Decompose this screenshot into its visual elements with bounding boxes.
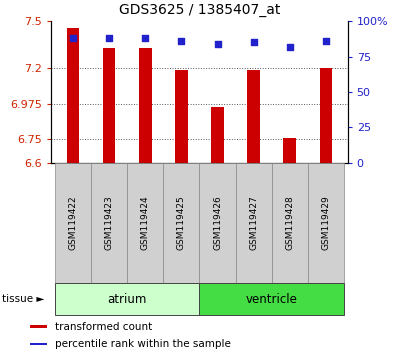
Point <box>142 35 149 41</box>
Point <box>178 38 184 44</box>
Point <box>287 44 293 50</box>
Text: GSM119428: GSM119428 <box>285 196 294 250</box>
Point <box>214 41 221 47</box>
Bar <box>30 325 47 328</box>
Text: GSM119422: GSM119422 <box>68 196 77 250</box>
Bar <box>235 163 272 283</box>
Bar <box>139 48 152 163</box>
Bar <box>103 48 115 163</box>
Point <box>323 38 329 44</box>
Bar <box>308 163 344 283</box>
Bar <box>164 163 199 283</box>
Text: ventricle: ventricle <box>246 293 298 306</box>
Point <box>250 40 257 45</box>
Title: GDS3625 / 1385407_at: GDS3625 / 1385407_at <box>119 4 280 17</box>
Text: transformed count: transformed count <box>55 321 152 332</box>
Bar <box>199 283 344 315</box>
Text: atrium: atrium <box>107 293 147 306</box>
Point <box>106 35 112 41</box>
Bar <box>211 107 224 163</box>
Text: GSM119424: GSM119424 <box>141 196 150 250</box>
Bar <box>91 163 127 283</box>
Bar <box>320 68 332 163</box>
Bar <box>127 163 164 283</box>
Text: GSM119425: GSM119425 <box>177 196 186 250</box>
Text: GSM119427: GSM119427 <box>249 196 258 250</box>
Point <box>70 35 76 41</box>
Bar <box>247 70 260 163</box>
Bar <box>284 138 296 163</box>
Bar <box>199 163 235 283</box>
Text: GSM119429: GSM119429 <box>322 196 331 250</box>
Bar <box>55 163 91 283</box>
Bar <box>175 70 188 163</box>
Text: tissue ►: tissue ► <box>2 294 44 304</box>
Text: percentile rank within the sample: percentile rank within the sample <box>55 339 230 349</box>
Text: GSM119426: GSM119426 <box>213 196 222 250</box>
Text: GSM119423: GSM119423 <box>105 196 114 250</box>
Bar <box>30 343 47 346</box>
Bar <box>67 28 79 163</box>
Bar <box>272 163 308 283</box>
Bar <box>55 283 199 315</box>
